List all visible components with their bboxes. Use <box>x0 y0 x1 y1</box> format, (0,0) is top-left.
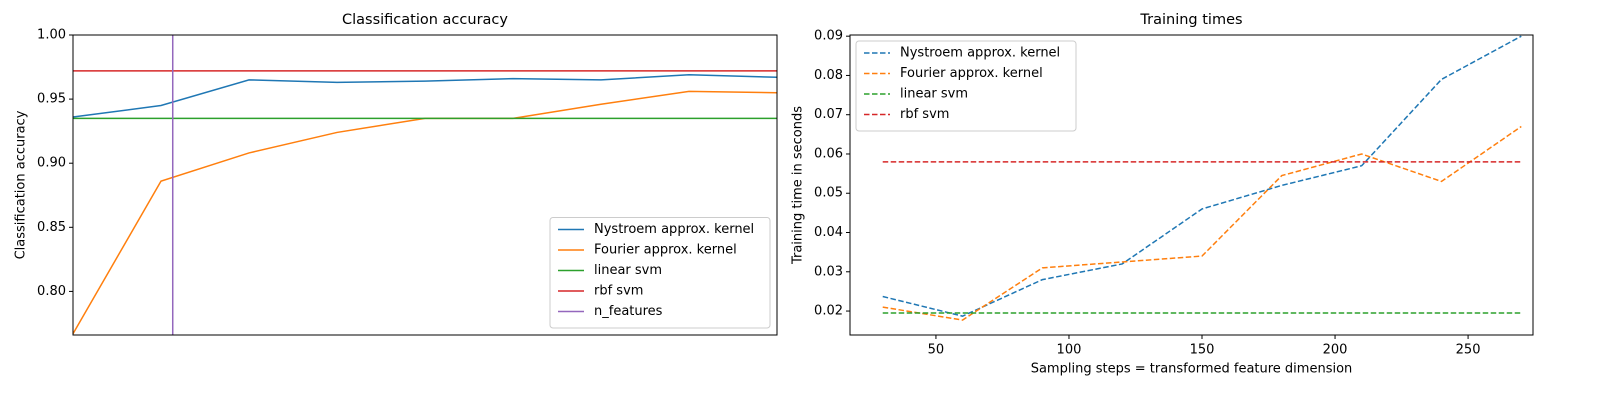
x-tick-label: 200 <box>1323 343 1348 358</box>
x-axis-label: Sampling steps = transformed feature dim… <box>1031 362 1353 377</box>
chart-title: Training times <box>1139 12 1242 28</box>
legend-box <box>855 40 1077 132</box>
series-line <box>72 73 778 118</box>
legend-label: rbf svm <box>900 107 949 122</box>
y-tick-label: 0.90 <box>37 156 66 171</box>
legend-label: Nystroem approx. kernel <box>594 222 754 237</box>
legend-label: n_features <box>594 304 663 319</box>
legend-label: linear svm <box>594 263 662 278</box>
plot-frame <box>72 34 778 336</box>
legend-label: linear svm <box>900 87 968 102</box>
legend-label: rbf svm <box>594 284 643 299</box>
y-tick-label: 0.04 <box>814 225 843 240</box>
y-tick-label: 0.03 <box>814 264 843 279</box>
y-tick-label: 0.08 <box>814 68 843 83</box>
y-tick-label: 0.07 <box>814 107 843 122</box>
legend-label: Fourier approx. kernel <box>594 243 737 258</box>
x-tick-label: 150 <box>1190 343 1215 358</box>
chart-title: Classification accuracy <box>342 12 508 28</box>
series-line <box>882 35 1522 317</box>
y-tick-label: 0.95 <box>37 92 66 107</box>
y-tick-label: 0.85 <box>37 220 66 235</box>
y-tick-label: 0.06 <box>814 146 843 161</box>
y-tick-label: 1.00 <box>37 28 66 43</box>
y-tick-label: 0.05 <box>814 186 843 201</box>
legend-label: Fourier approx. kernel <box>900 66 1043 81</box>
plot-frame <box>849 34 1534 336</box>
y-axis-label: Classification accuracy <box>14 110 29 259</box>
legend-label: Nystroem approx. kernel <box>900 46 1060 61</box>
y-tick-label: 0.02 <box>814 304 843 319</box>
legend-box <box>549 217 771 329</box>
series-line <box>882 125 1522 321</box>
x-tick-label: 50 <box>928 343 945 358</box>
x-tick-label: 250 <box>1456 343 1481 358</box>
y-tick-label: 0.80 <box>37 284 66 299</box>
x-tick-label: 100 <box>1057 343 1082 358</box>
y-tick-label: 0.09 <box>814 29 843 44</box>
y-axis-label: Training time in seconds <box>791 106 806 265</box>
